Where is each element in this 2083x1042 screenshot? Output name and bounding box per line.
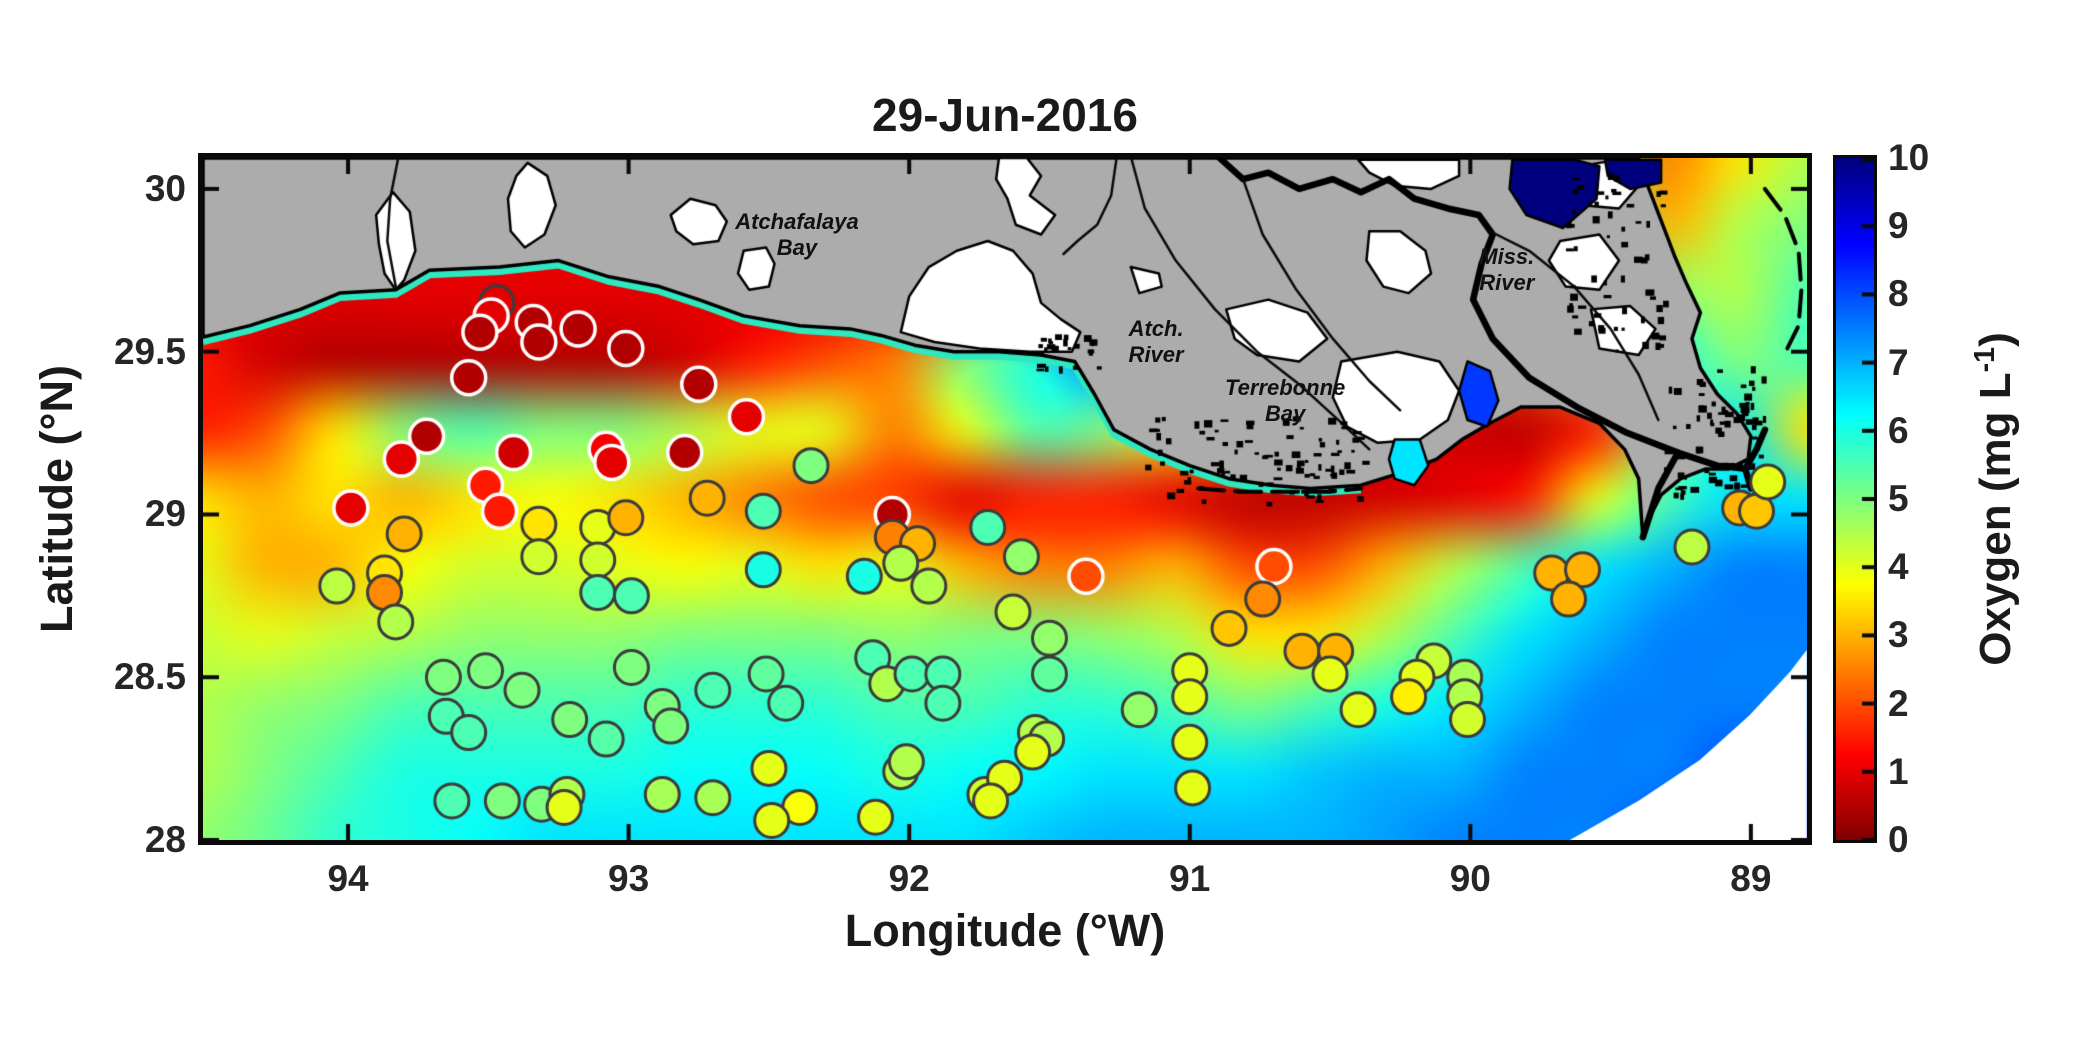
- colorbar: [1833, 155, 1877, 843]
- colorbar-tick-label-5: 5: [1888, 478, 1909, 519]
- x-tick-label-92: 92: [888, 858, 930, 899]
- colorbar-tick-label-1: 1: [1888, 750, 1909, 792]
- y-tick-label-29: 29: [144, 493, 186, 535]
- colorbar-label: Oxygen (mg L-1): [1969, 332, 2020, 666]
- x-tick-label-91: 91: [1169, 858, 1211, 899]
- x-tick-label-89: 89: [1730, 858, 1772, 899]
- y-tick-label-29.5: 29.5: [113, 330, 186, 372]
- colorbar-tick-label-10: 10: [1888, 137, 1930, 178]
- map-label-atch-river: Atch. River: [1128, 315, 1184, 367]
- x-tick-label-93: 93: [608, 858, 650, 899]
- colorbar-tick-label-9: 9: [1888, 205, 1909, 247]
- figure-title: 29-Jun-2016: [872, 89, 1138, 141]
- colorbar-tick-label-2: 2: [1888, 682, 1909, 724]
- x-axis-label: Longitude (°W): [844, 905, 1166, 956]
- colorbar-tick-label-7: 7: [1888, 341, 1909, 383]
- y-tick-label-28: 28: [144, 819, 186, 860]
- map-label-miss-river: Miss. River: [1479, 244, 1535, 296]
- colorbar-gradient-canvas: [1836, 158, 1874, 840]
- colorbar-tick-label-8: 8: [1888, 273, 1909, 315]
- colorbar-tick-label-0: 0: [1888, 819, 1909, 860]
- colorbar-tick-label-4: 4: [1888, 546, 1909, 588]
- map-plot-area: [198, 153, 1812, 845]
- x-tick-label-94: 94: [327, 858, 369, 899]
- y-tick-label-28.5: 28.5: [113, 656, 186, 698]
- map-label-terrebonne-bay: Terrebonne Bay: [1225, 374, 1346, 426]
- map-label-atchafalaya-bay: Atchafalaya Bay: [735, 208, 859, 260]
- y-tick-label-30: 30: [144, 167, 186, 209]
- oxygen-field-map-canvas: [203, 158, 1807, 840]
- colorbar-tick-label-3: 3: [1888, 614, 1909, 656]
- x-tick-label-90: 90: [1449, 858, 1491, 899]
- colorbar-tick-label-6: 6: [1888, 409, 1909, 451]
